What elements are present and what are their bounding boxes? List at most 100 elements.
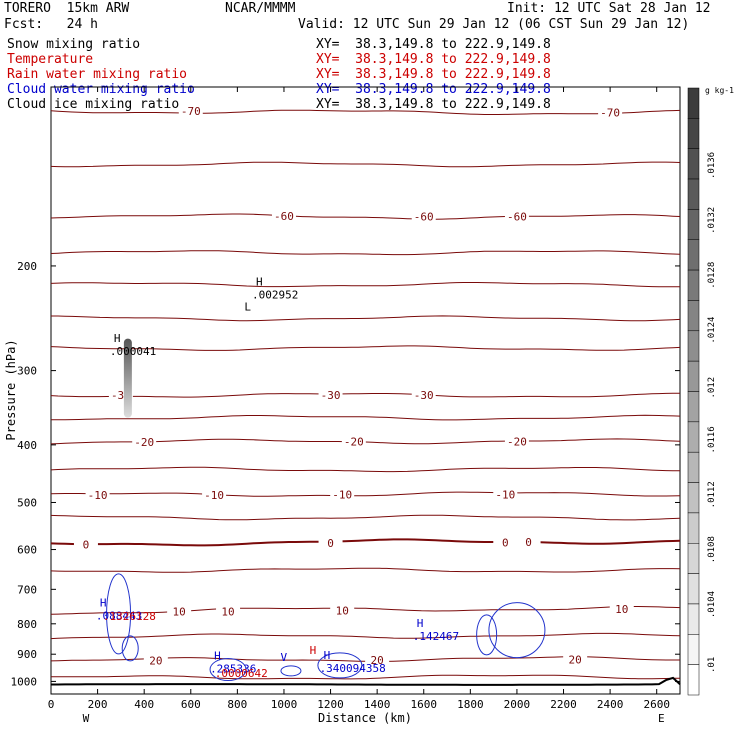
x-tick-label: 1600 (410, 698, 437, 711)
colorbar-segment (687, 148, 700, 180)
cloud-water-contour (209, 658, 247, 682)
contour-label-bg (167, 605, 192, 618)
model-title: TORERO 15km ARW (4, 1, 130, 16)
colorbar-segment (687, 391, 700, 423)
colorbar-unit: g kg-1 (705, 86, 734, 95)
x-tick-label: 2200 (550, 698, 577, 711)
colorbar-segment (687, 178, 700, 210)
colorbar-tick-label: .0132 (707, 207, 717, 234)
colorbar-segment (687, 451, 700, 483)
center-title: NCAR/MMMM (225, 1, 296, 16)
contour-label: -20 (344, 436, 364, 449)
contour-label-bg (493, 536, 518, 549)
contour-label: 20 (371, 654, 384, 667)
y-tick-label: 300 (17, 365, 37, 378)
contour-label-bg (132, 435, 157, 448)
colorbar-tick-label: .0128 (707, 262, 717, 289)
cloud-water-contour (106, 573, 132, 655)
colorbar-segment (687, 209, 700, 240)
temperature-contour (50, 161, 681, 168)
temperature-contour (50, 466, 680, 473)
y-tick-label: 800 (17, 618, 37, 631)
x-end-label-west: W (83, 712, 90, 725)
contour-label: 0 (83, 538, 90, 551)
x-tick-label: 1200 (317, 698, 344, 711)
contour-label-bg (330, 604, 355, 617)
y-tick-label: 500 (17, 496, 37, 509)
colorbar-segment (687, 421, 700, 453)
colorbar-segment (687, 543, 700, 574)
x-tick-label: 400 (134, 698, 154, 711)
contour-label: -60 (274, 210, 294, 223)
contour-label-bg (365, 653, 390, 666)
snow-plume (123, 338, 132, 418)
colorbar-tick-label: .0104 (707, 591, 717, 618)
extremum-value: .002952 (252, 288, 298, 301)
legend-field-xy: XY= 38.3,149.8 to 222.9,149.8 (316, 67, 551, 82)
contour-label: -70 (181, 105, 201, 118)
temperature-contour (51, 674, 681, 680)
extremum-value: .285336 (210, 662, 256, 675)
contour-label-bg (411, 210, 436, 223)
extremum-marker: H (214, 649, 221, 662)
extremum-marker: V (280, 651, 287, 664)
temperature-contour (50, 538, 681, 547)
contour-label: -10 (204, 489, 224, 502)
x-tick-label: 2000 (504, 698, 531, 711)
temperature-contour (50, 567, 681, 573)
legend-field-xy: XY= 38.3,149.8 to 222.9,149.8 (316, 97, 551, 112)
x-tick-label: 2400 (597, 698, 624, 711)
contour-label-bg (516, 536, 541, 549)
init-time: Init: 12 UTC Sat 28 Jan 12 (507, 1, 711, 16)
contour-label-bg (504, 210, 529, 223)
terrain-line (51, 676, 681, 686)
colorbar-segment (687, 330, 700, 362)
colorbar-segment (687, 664, 700, 696)
legend-field-name: Rain water mixing ratio (7, 67, 188, 82)
x-end-label-east: E (658, 712, 665, 725)
x-tick-label: 0 (48, 698, 55, 711)
x-tick-label: 800 (227, 698, 247, 711)
y-tick-label: 1000 (11, 675, 38, 688)
contour-label: 0 (327, 537, 334, 550)
contour-label: 10 (615, 603, 628, 616)
contour-label-bg (330, 488, 355, 501)
legend-field-xy: XY= 38.3,149.8 to 222.9,149.8 (316, 37, 551, 52)
y-tick-label: 200 (17, 260, 37, 273)
colorbar-segment (687, 87, 700, 119)
contour-label-bg (598, 106, 623, 119)
temperature-contour (50, 606, 681, 615)
contour-label-bg (411, 389, 436, 402)
colorbar-segment (687, 634, 700, 665)
legend-field-xy: XY= 38.3,149.8 to 222.9,149.8 (316, 82, 551, 97)
colorbar-segment (687, 360, 700, 392)
temperature-contour (50, 345, 681, 351)
contour-label-bg (73, 538, 98, 551)
contour-label-bg (178, 105, 203, 118)
cloud-water-contour (317, 652, 363, 679)
extremum-marker: L (244, 300, 251, 313)
contour-label-bg (216, 605, 241, 618)
contour-label: 10 (221, 605, 234, 618)
colorbar-segment (687, 300, 700, 332)
contour-label-bg (318, 389, 343, 402)
contour-label: -20 (507, 435, 527, 448)
x-tick-label: 1400 (364, 698, 391, 711)
legend-field-name: Snow mixing ratio (7, 37, 141, 52)
extremum-value: .088443 (96, 609, 142, 622)
contour-label-bg (318, 537, 343, 550)
x-axis-label: Distance (km) (318, 711, 412, 725)
y-tick-label: 600 (17, 544, 37, 557)
temperature-contour (50, 213, 681, 220)
contour-label-bg (341, 435, 366, 448)
extremum-marker: H (324, 649, 331, 662)
x-tick-label: 200 (88, 698, 108, 711)
contour-label: -70 (600, 106, 620, 119)
contour-label: -10 (332, 489, 352, 502)
temperature-contour (50, 392, 680, 398)
y-tick-label: 900 (17, 648, 37, 661)
contour-label: 0 (502, 536, 509, 549)
colorbar-segment (687, 603, 700, 635)
contour-label-bg (85, 489, 110, 502)
